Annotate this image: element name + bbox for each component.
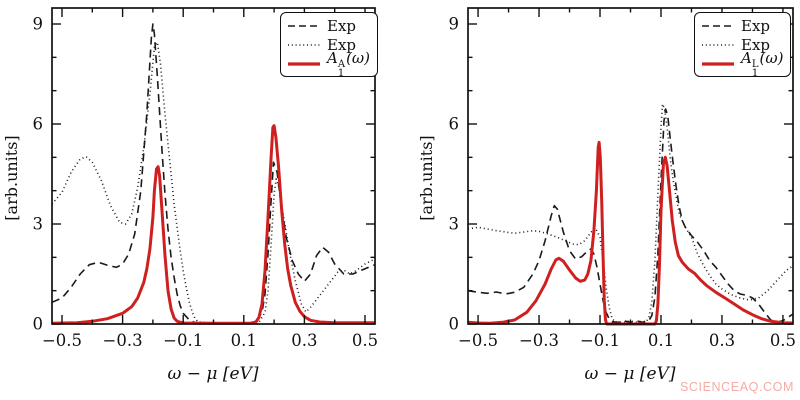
y-tick-label: 3 [33, 215, 44, 234]
series-solid [467, 140, 794, 326]
legend-dotted-line-icon [288, 43, 320, 46]
x-axis-label-right: ω − μ [eV] [584, 364, 676, 384]
panel-left: −0.5 −0.3 −0.1 0.1 0.3 0.5 0 3 6 9 [33, 7, 378, 350]
legend-item: Exp [287, 16, 370, 35]
y-tick-label: 9 [449, 15, 460, 34]
y-tick-label: 9 [33, 15, 44, 34]
y-tick-label: 6 [449, 115, 460, 134]
y-tick-label: 6 [33, 115, 44, 134]
series-solid [51, 124, 375, 325]
legend-label: A L 1 (ω) [741, 49, 784, 79]
legend-solid-line-icon [702, 61, 734, 66]
legend-dashed-line-icon [288, 24, 320, 27]
x-tick-label: 0.5 [770, 331, 796, 350]
legend-label: Exp [327, 35, 357, 54]
x-tick-label: −0.5 [458, 331, 498, 350]
legend-right: Exp Exp A L 1 (ω) [694, 12, 792, 78]
x-tick-label: −0.5 [42, 331, 82, 350]
x-tick-label: −0.3 [103, 331, 143, 350]
series-dotted [467, 103, 794, 324]
y-tick-label: 0 [449, 315, 460, 334]
x-tick-label: 0.3 [291, 331, 317, 350]
x-tick-label: 0.5 [352, 331, 378, 350]
series-dotted [51, 41, 376, 325]
watermark: SCIENCEAQ.COM [679, 380, 794, 394]
legend-dashed-line-icon [702, 24, 734, 27]
y-tick-label: 3 [449, 215, 460, 234]
legend-item: Exp [701, 16, 783, 35]
x-tick-label: 0.1 [648, 331, 674, 350]
legend-label: A A 1 (ω) [327, 49, 371, 79]
x-tick-label: −0.1 [580, 331, 620, 350]
legend-dotted-line-icon [702, 43, 734, 46]
x-tick-label: −0.1 [163, 331, 203, 350]
legend-item: A A 1 (ω) [287, 49, 370, 78]
x-tick-label: −0.3 [519, 331, 559, 350]
legend-item: A L 1 (ω) [701, 49, 783, 78]
legend-label: Exp [741, 16, 771, 35]
legend-item: Exp [701, 35, 783, 54]
legend-left: Exp Exp A A 1 (ω) [280, 12, 379, 78]
series-dashed [467, 108, 794, 324]
y-axis-label-left: [arb.units] [2, 135, 21, 221]
x-tick-label: 0.1 [231, 331, 257, 350]
legend-label: Exp [741, 35, 771, 54]
panel-right: −0.5 −0.3 −0.1 0.1 0.3 0.5 0 3 6 9 [449, 7, 796, 350]
y-axis-label-right: [arb.units] [417, 135, 436, 221]
legend-item: Exp [287, 35, 370, 54]
series-dashed [51, 23, 376, 325]
x-axis-label-left: ω − μ [eV] [167, 364, 259, 384]
y-tick-label: 0 [33, 315, 44, 334]
legend-label: Exp [327, 16, 357, 35]
x-tick-label: 0.3 [709, 331, 735, 350]
legend-solid-line-icon [288, 61, 320, 66]
